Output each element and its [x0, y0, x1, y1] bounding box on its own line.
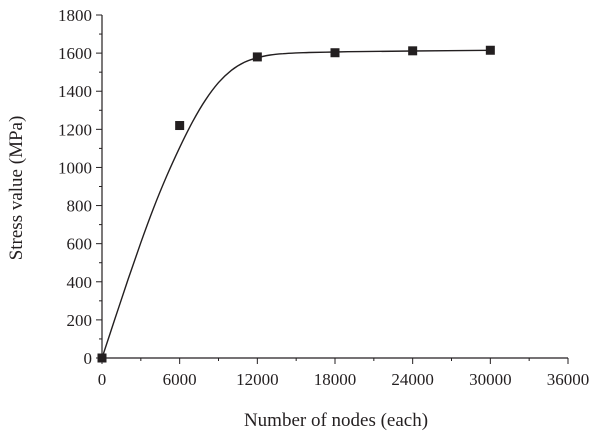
- y-tick-label: 1200: [58, 120, 92, 139]
- y-tick-label: 800: [67, 197, 93, 216]
- x-tick-label: 30000: [469, 370, 512, 389]
- data-point: [408, 46, 418, 56]
- y-tick-label: 400: [67, 273, 93, 292]
- x-tick-label: 18000: [314, 370, 357, 389]
- data-point: [252, 52, 262, 62]
- y-tick-label: 1400: [58, 82, 92, 101]
- y-tick-label: 0: [84, 349, 93, 368]
- y-tick-label: 1600: [58, 44, 92, 63]
- y-tick-label: 200: [67, 311, 93, 330]
- data-points: [97, 45, 495, 363]
- x-axis-ticks: 0 6000 12000 18000 24000 30000 36000: [98, 358, 590, 389]
- x-tick-label: 24000: [391, 370, 434, 389]
- y-tick-label: 1000: [58, 158, 92, 177]
- y-axis-title: Stress value (MPa): [6, 116, 27, 261]
- x-tick-label: 6000: [163, 370, 197, 389]
- y-axis-ticks: 0 200 400 600 800 1000 1200 1400 1600 1800: [58, 6, 102, 368]
- fit-curve-group: [101, 49, 491, 359]
- x-tick-label: 12000: [236, 370, 279, 389]
- y-tick-label: 1800: [58, 6, 92, 25]
- axes: [101, 15, 568, 359]
- data-point: [175, 121, 185, 131]
- x-tick-label: 36000: [547, 370, 590, 389]
- x-tick-label: 0: [98, 370, 107, 389]
- data-point: [97, 353, 107, 363]
- data-point: [485, 45, 495, 55]
- data-point: [330, 48, 340, 58]
- x-axis-title: Number of nodes (each): [244, 410, 428, 431]
- fit-curve: [101, 49, 491, 359]
- y-tick-label: 600: [67, 235, 93, 254]
